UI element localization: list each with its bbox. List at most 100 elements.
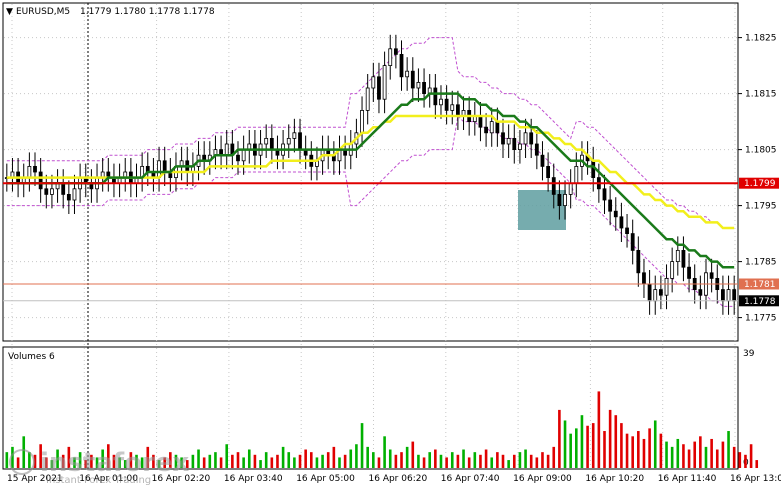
time-tick-label: 16 Apr 02:20 bbox=[152, 474, 211, 484]
volume-bar bbox=[625, 433, 629, 468]
bear-candle bbox=[557, 193, 562, 206]
bear-candle bbox=[377, 76, 381, 100]
volume-bar bbox=[180, 457, 183, 468]
volume-bar bbox=[270, 457, 274, 468]
price-tick-label: 1.1785 bbox=[745, 258, 777, 268]
bull-candle bbox=[264, 137, 269, 145]
volume-bar bbox=[755, 460, 759, 468]
upper-band bbox=[6, 37, 735, 229]
volume-bar bbox=[366, 446, 369, 468]
volume-bar bbox=[682, 444, 685, 468]
bear-candle bbox=[732, 289, 737, 302]
volume-bar bbox=[107, 444, 110, 468]
time-tick-label: 16 Apr 06:20 bbox=[369, 474, 428, 484]
watermark-brand: instaforex bbox=[40, 448, 190, 478]
volume-bar bbox=[67, 446, 71, 468]
volume-bar bbox=[462, 449, 465, 468]
volume-bar bbox=[140, 457, 144, 468]
bull-candle bbox=[365, 87, 370, 111]
volume-bar bbox=[496, 452, 499, 468]
symbol-label: EURUSD,M5 bbox=[16, 7, 70, 17]
volume-bar bbox=[11, 446, 14, 468]
bull-candle bbox=[653, 289, 658, 302]
bear-candle bbox=[422, 82, 426, 95]
time-tick-label: 16 Apr 07:40 bbox=[441, 474, 500, 484]
bull-candle bbox=[568, 182, 573, 195]
volume-bar bbox=[749, 444, 753, 468]
volume-bar bbox=[247, 449, 251, 468]
volume-bar bbox=[721, 441, 725, 468]
volume-bar bbox=[704, 446, 708, 468]
volume-bar bbox=[135, 454, 138, 468]
volume-bar bbox=[28, 452, 31, 468]
volume-bar bbox=[738, 452, 742, 468]
bull-candle bbox=[405, 70, 410, 78]
bear-candle bbox=[687, 266, 691, 279]
time-tick-label: 16 Apr 03:40 bbox=[224, 474, 283, 484]
bull-candle bbox=[450, 104, 455, 111]
bear-candle bbox=[444, 98, 449, 111]
volume-bar bbox=[676, 438, 680, 468]
ohlc-values: 1.1779 1.1780 1.1778 1.1778 bbox=[80, 7, 215, 17]
bear-candle bbox=[529, 132, 534, 145]
price-tick-label: 1.1825 bbox=[745, 34, 777, 44]
volume-bar bbox=[242, 457, 245, 468]
bull-candle bbox=[388, 48, 393, 66]
volume-bar bbox=[535, 457, 539, 468]
bear-candle bbox=[61, 182, 66, 195]
time-tick-label: 16 Apr 01:00 bbox=[79, 474, 138, 484]
volume-bar bbox=[699, 436, 702, 468]
bear-candle bbox=[630, 233, 635, 251]
volume-bar bbox=[490, 457, 494, 468]
bull-candle bbox=[726, 289, 731, 302]
bear-candle bbox=[546, 165, 551, 178]
volume-bar bbox=[710, 438, 713, 468]
time-tick-label: 16 Apr 05:00 bbox=[296, 474, 355, 484]
volume-bar bbox=[394, 454, 398, 468]
bear-candle bbox=[602, 188, 607, 201]
last-price-label: 1.1778 bbox=[744, 297, 776, 307]
volume-bar bbox=[603, 431, 606, 468]
bear-candle bbox=[540, 154, 545, 167]
header-arrow-icon[interactable]: ▼ bbox=[6, 7, 13, 17]
volume-bar bbox=[670, 446, 674, 468]
volume-bar bbox=[479, 454, 482, 468]
bear-candle bbox=[33, 165, 37, 173]
volume-bar bbox=[146, 446, 150, 468]
volume-bar bbox=[744, 454, 747, 468]
volume-bar bbox=[253, 454, 257, 468]
bull-candle bbox=[371, 76, 376, 89]
volume-bar bbox=[558, 409, 561, 468]
bear-candle bbox=[433, 87, 438, 106]
volume-bar bbox=[507, 460, 510, 468]
bear-candle bbox=[658, 289, 663, 296]
volume-bar bbox=[501, 454, 505, 468]
watermark: instaforex Instant Forex Trading bbox=[9, 448, 190, 486]
volume-bar bbox=[456, 454, 460, 468]
volume-bar bbox=[90, 454, 93, 468]
bull-candle bbox=[292, 132, 297, 139]
volume-bar bbox=[197, 449, 200, 468]
volume-bar bbox=[202, 457, 206, 468]
bear-candle bbox=[551, 177, 556, 195]
volume-title: Volumes 6 bbox=[8, 352, 55, 362]
bull-candle bbox=[489, 121, 494, 134]
bear-candle bbox=[399, 54, 404, 78]
bear-candle bbox=[393, 48, 398, 55]
volume-bar bbox=[586, 425, 589, 468]
volume-bar bbox=[95, 457, 99, 468]
bear-candle bbox=[478, 115, 483, 128]
bear-candle bbox=[613, 210, 618, 218]
bear-candle bbox=[66, 193, 71, 201]
bear-candle bbox=[619, 216, 624, 229]
volume-bar bbox=[546, 454, 550, 468]
price-tick-label: 1.1815 bbox=[745, 90, 777, 100]
volume-bar bbox=[575, 428, 578, 468]
volume-bar bbox=[642, 438, 646, 468]
bull-candle bbox=[72, 188, 77, 201]
volume-bar bbox=[264, 452, 268, 468]
volume-bar bbox=[326, 452, 330, 468]
lower-band bbox=[6, 114, 735, 307]
volume-bar bbox=[309, 452, 313, 468]
